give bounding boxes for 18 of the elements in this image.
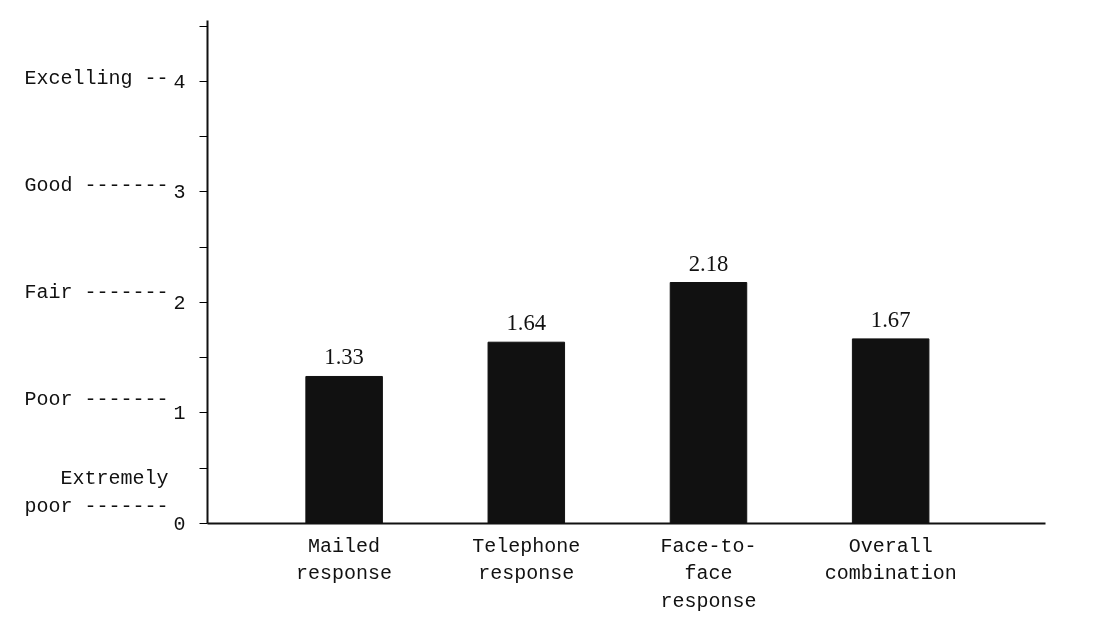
- x-tick-label: Mailed response: [296, 534, 393, 586]
- text: Poor -------: [24, 387, 169, 411]
- y-tick-label: 2: [173, 291, 186, 315]
- data-label: 1.64: [506, 310, 547, 336]
- text: Excelling --: [24, 67, 169, 91]
- y-tick-label: 4: [173, 70, 186, 94]
- x-tick-label: Overall combination: [824, 534, 957, 586]
- data-label: 1.67: [870, 306, 911, 332]
- y-tick-label: 1: [173, 402, 186, 426]
- text: Good -------: [24, 174, 169, 198]
- y-tick-label: 0: [173, 513, 186, 536]
- y-tick-label: 3: [173, 181, 186, 205]
- data-label: 2.18: [688, 250, 729, 276]
- x-tick-label: Face-to- face response: [660, 534, 757, 613]
- data-label: 1.33: [324, 344, 364, 370]
- text: Fair -------: [24, 280, 169, 304]
- x-tick-label: Telephone response: [472, 534, 581, 586]
- text: Extremely poor -------: [24, 466, 169, 518]
